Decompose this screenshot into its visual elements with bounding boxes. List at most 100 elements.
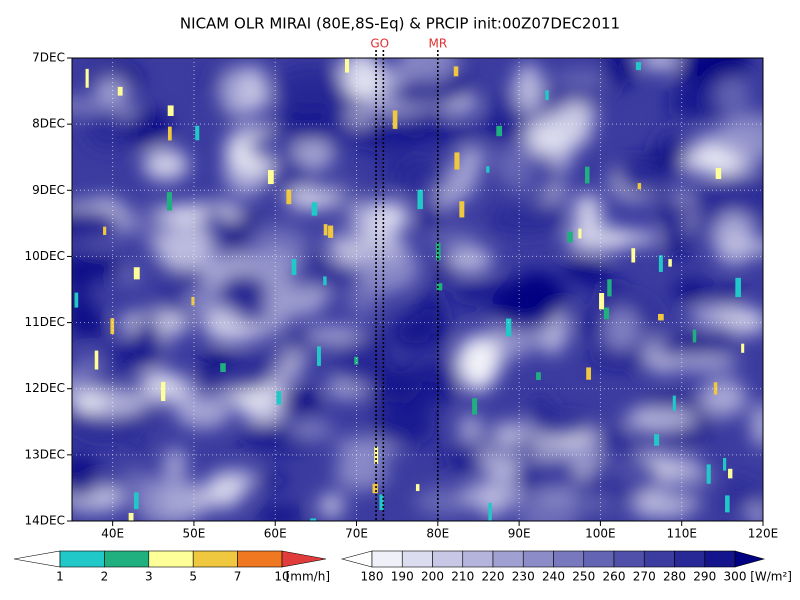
precip-speck bbox=[328, 225, 334, 238]
cloud-blob bbox=[256, 506, 305, 521]
cloud-blob bbox=[72, 392, 106, 411]
cloud-blob bbox=[456, 333, 503, 386]
precip-speck bbox=[631, 248, 636, 263]
colorbar-box bbox=[104, 550, 150, 568]
precip-speck bbox=[354, 356, 359, 365]
cloud-blob bbox=[116, 215, 137, 230]
cloud-blob bbox=[562, 254, 608, 284]
y-tick-label: 9DEC bbox=[32, 183, 65, 197]
precip-speck bbox=[195, 125, 200, 141]
y-tick-label: 13DEC bbox=[25, 447, 65, 461]
cloud-blob bbox=[318, 493, 345, 518]
olr-field bbox=[72, 58, 763, 521]
cloud-blob bbox=[433, 258, 457, 280]
colorbar-label: 210 bbox=[451, 570, 474, 584]
cloud-blob bbox=[133, 475, 201, 521]
cloud-blob bbox=[599, 58, 637, 89]
precip-speck bbox=[191, 296, 195, 306]
cloud-blob bbox=[254, 472, 288, 489]
precip-speck bbox=[715, 167, 722, 179]
colorbar-label: 3 bbox=[145, 570, 153, 584]
cloud-blob bbox=[652, 143, 689, 168]
cloud-blob bbox=[712, 282, 743, 308]
y-tick-label: 10DEC bbox=[25, 249, 65, 263]
precip-speck bbox=[161, 381, 166, 401]
colorbar-label: 240 bbox=[542, 570, 565, 584]
precip-speck bbox=[291, 258, 297, 275]
cloud-blob bbox=[486, 202, 564, 236]
colorbar-box bbox=[583, 550, 615, 568]
colorbar-box bbox=[432, 550, 464, 568]
colorbar-label: 2 bbox=[101, 570, 109, 584]
precip-speck bbox=[578, 228, 582, 239]
precip-speck bbox=[134, 492, 139, 510]
precip-speck bbox=[488, 502, 492, 521]
precip-speck bbox=[316, 346, 321, 366]
cloud-blob bbox=[120, 468, 149, 489]
cloud-blob bbox=[664, 354, 738, 371]
x-tick-label: 50E bbox=[183, 527, 206, 541]
cloud-blob bbox=[565, 226, 632, 252]
precip-speck bbox=[741, 343, 745, 353]
precip-speck bbox=[635, 62, 642, 71]
precip-speck bbox=[599, 293, 605, 310]
precip-speck bbox=[74, 292, 79, 308]
cloud-blob bbox=[713, 76, 748, 114]
cloud-blob bbox=[495, 145, 534, 187]
colorbar-label: 10 bbox=[274, 570, 289, 584]
precip-speck bbox=[713, 382, 718, 395]
cloud-blob bbox=[716, 113, 763, 162]
cloud-blob bbox=[72, 98, 103, 114]
cloud-blob bbox=[446, 159, 479, 199]
cloud-blob bbox=[207, 487, 240, 509]
cloud-blob bbox=[616, 154, 666, 197]
y-tick-label: 8DEC bbox=[32, 117, 65, 131]
cloud-blob bbox=[706, 173, 763, 224]
cloud-blob bbox=[274, 61, 345, 113]
cloud-blob bbox=[495, 427, 520, 452]
cloud-blob bbox=[72, 208, 121, 234]
precip-speck bbox=[486, 166, 490, 173]
precip-speck bbox=[505, 318, 512, 337]
colorbar-label: 260 bbox=[603, 570, 626, 584]
cloud-blob bbox=[281, 332, 318, 353]
y-tick-label: 12DEC bbox=[25, 381, 65, 395]
precip-speck bbox=[344, 59, 350, 73]
precip-speck bbox=[103, 226, 107, 235]
chart-title: NICAM OLR MIRAI (80E,8S-Eq) & PRCIP init… bbox=[180, 15, 620, 33]
precip-speck bbox=[586, 367, 592, 380]
cloud-blob bbox=[287, 421, 334, 438]
cloud-blob bbox=[414, 487, 473, 516]
precip-speck bbox=[372, 483, 378, 494]
cloud-blob bbox=[624, 407, 698, 431]
cloud-blob bbox=[747, 504, 763, 521]
precip-speck bbox=[453, 66, 459, 77]
precip-speck bbox=[692, 329, 697, 343]
precip-speck bbox=[323, 224, 328, 236]
precip-speck bbox=[167, 105, 174, 116]
colorbar-label: 250 bbox=[572, 570, 595, 584]
cloud-blob bbox=[586, 453, 661, 500]
colorbar-label: 220 bbox=[482, 570, 505, 584]
cloud-blob bbox=[461, 481, 525, 511]
cloud-blob bbox=[514, 63, 543, 114]
x-tick-label: 110E bbox=[666, 527, 697, 541]
colorbar-box bbox=[237, 550, 283, 568]
cloud-blob bbox=[371, 405, 436, 447]
precip-speck bbox=[133, 267, 140, 280]
precip-speck bbox=[417, 189, 423, 210]
colorbar-label: 230 bbox=[512, 570, 535, 584]
cloud-blob bbox=[139, 202, 164, 251]
cloud-blob bbox=[228, 354, 302, 369]
colorbar-box bbox=[613, 550, 645, 568]
cloud-blob bbox=[193, 364, 273, 393]
cloud-blob bbox=[593, 427, 636, 458]
colorbar-box bbox=[192, 550, 238, 568]
precip-speck bbox=[167, 126, 172, 141]
precip-speck bbox=[658, 255, 663, 272]
cloud-blob bbox=[750, 402, 763, 448]
precip-speck bbox=[379, 494, 384, 511]
x-tick-label: 80E bbox=[426, 527, 449, 541]
cloud-blob bbox=[529, 412, 590, 441]
